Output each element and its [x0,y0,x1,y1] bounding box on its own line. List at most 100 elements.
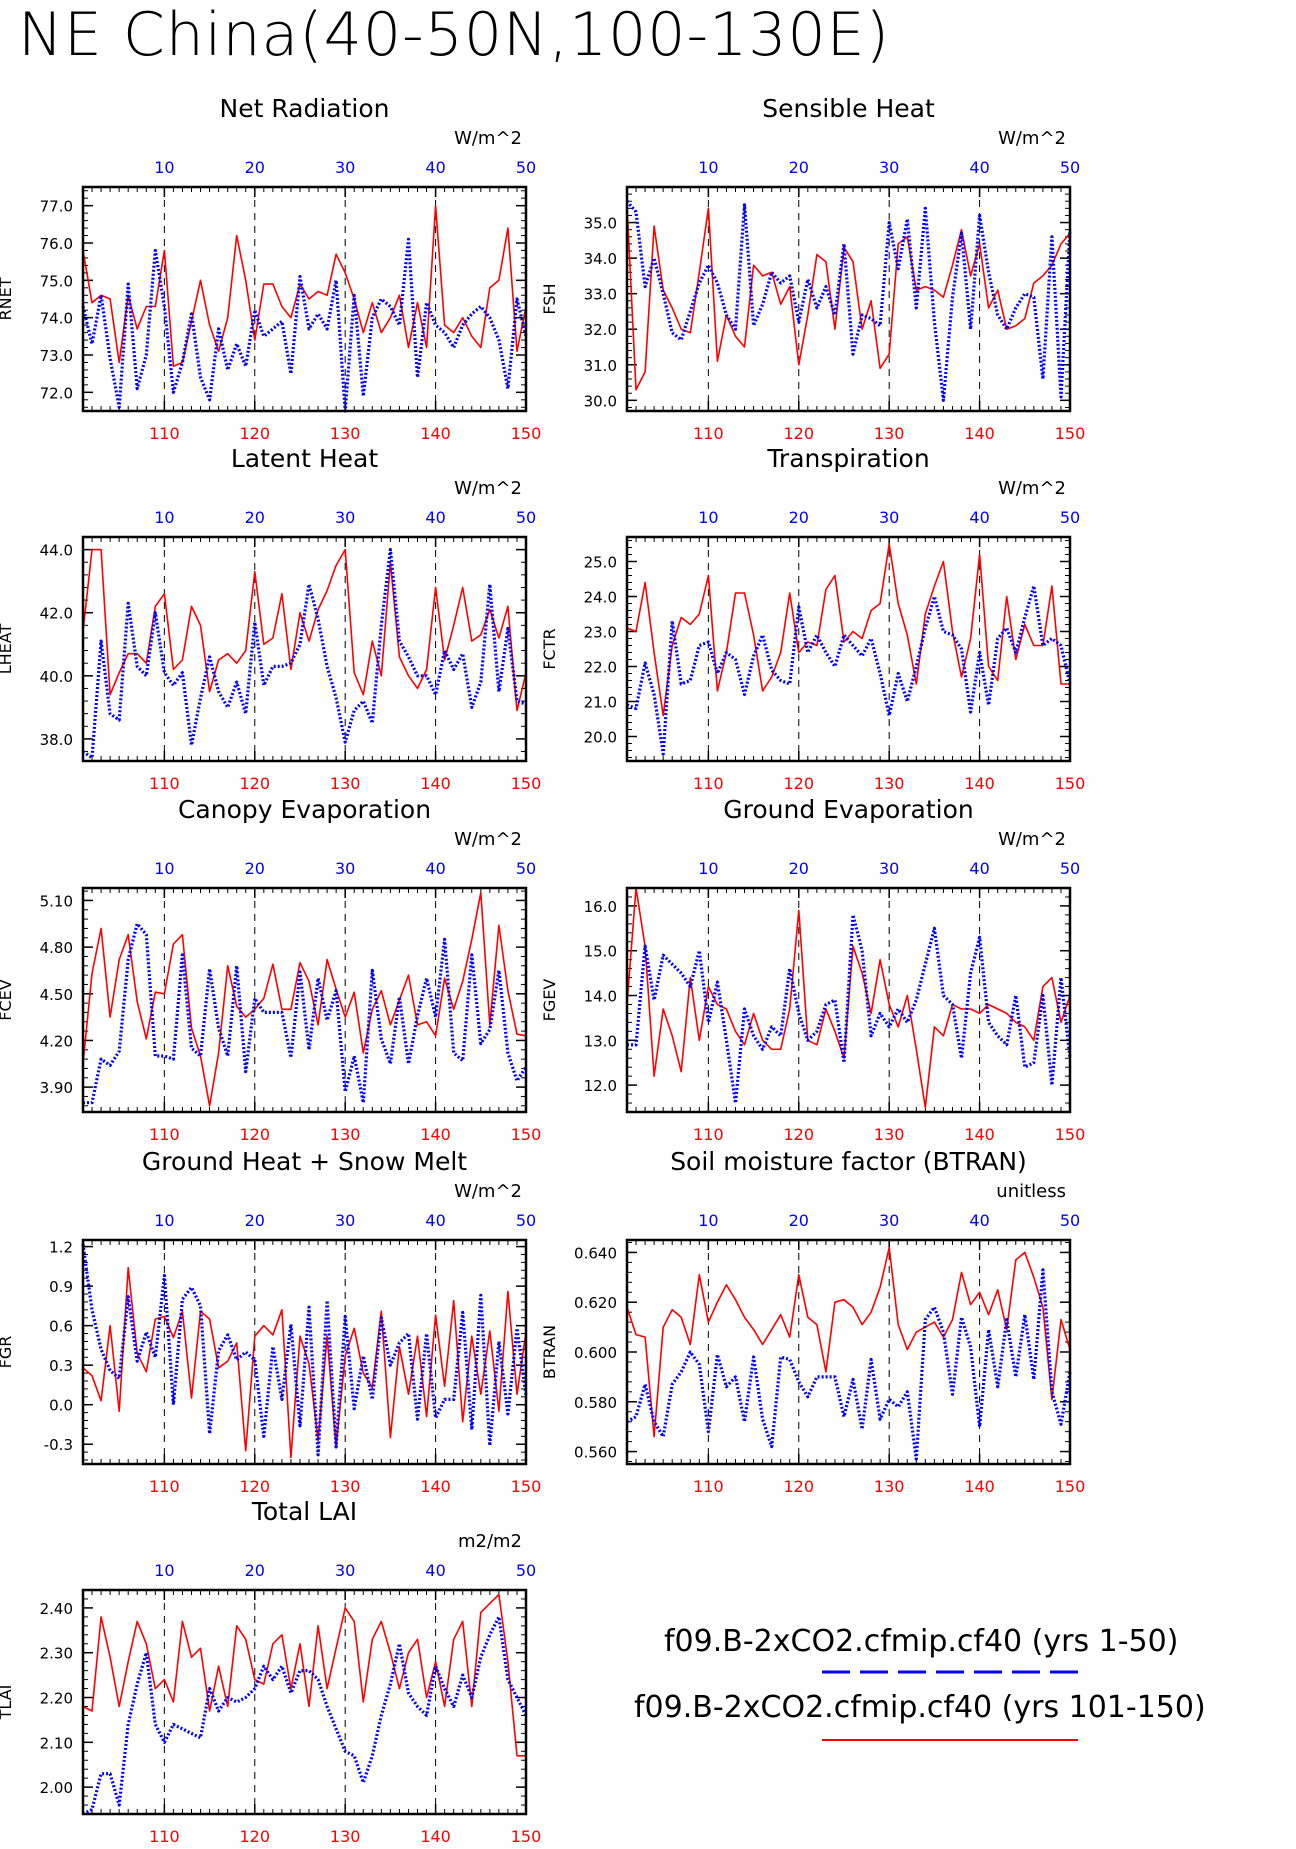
y-tick-label: 2.40 [40,1600,73,1618]
x-bottom-tick-label: 110 [693,1477,724,1496]
plot-frame [625,535,1072,763]
x-top-tick-label: 20 [245,859,265,878]
x-bottom-tick-label: 120 [784,1125,815,1144]
x-top-tick-label: 30 [879,1211,899,1230]
x-bottom-tick-label: 140 [964,424,995,443]
y-tick-label: 5.10 [40,892,73,910]
x-top-tick-label: 40 [425,1561,445,1580]
y-tick-label: 2.10 [40,1734,73,1752]
chart-panel-tlai: Total LAI m2/m2 TLAI 2.00 2.10 2.20 2.30 2.40 11… [0,1497,541,1846]
x-bottom-tick-label: 150 [511,774,542,793]
chart-title: Net Radiation [220,94,390,123]
y-tick-label: 76.0 [40,235,73,253]
y-tick-label: 13.0 [584,1032,617,1050]
x-bottom-tick-label: 150 [511,1125,542,1144]
y-tick-label: 0.6 [49,1318,73,1336]
y-tick-label: 40.0 [40,668,73,686]
x-top-tick-label: 10 [154,859,174,878]
x-bottom-tick-label: 150 [511,1827,542,1846]
x-top-tick-label: 30 [335,508,355,527]
x-bottom-tick-label: 130 [330,1827,361,1846]
chart-title: Canopy Evaporation [178,795,431,824]
x-top-tick-label: 40 [969,1211,989,1230]
y-tick-label: 16.0 [584,898,617,916]
legend-blue-label: f09.B-2xCO2.cfmip.cf40 (yrs 1-50) [664,1624,1179,1659]
x-top-tick-label: 40 [425,859,445,878]
y-axis-label: FSH [540,283,559,314]
x-bottom-tick-label: 150 [1055,1477,1086,1496]
series-line-yrs-101-150 [626,887,1071,1109]
chart-units: W/m^2 [998,478,1066,499]
x-bottom-tick-label: 150 [1055,424,1086,443]
y-tick-label: 0.0 [49,1397,73,1415]
series-line-yrs-101-150 [626,204,1071,391]
series-line-yrs-101-150 [82,891,527,1107]
x-bottom-tick-label: 110 [149,1477,180,1496]
x-top-tick-label: 30 [879,508,899,527]
y-tick-label: 75.0 [40,272,73,290]
y-tick-label: 44.0 [40,542,73,560]
y-axis-label: FCEV [0,979,15,1020]
x-bottom-tick-label: 120 [240,1827,271,1846]
legend-red-label: f09.B-2xCO2.cfmip.cf40 (yrs 101-150) [634,1690,1206,1725]
y-tick-label: 24.0 [584,589,617,607]
y-tick-label: 3.90 [40,1079,73,1097]
chart-units: m2/m2 [458,1531,522,1552]
x-top-tick-label: 10 [698,1211,718,1230]
series-line-yrs-101-150 [82,1593,526,1757]
y-tick-label: 22.0 [584,659,617,677]
y-tick-label: 4.80 [40,939,73,957]
y-tick-label: 4.20 [40,1032,73,1050]
chart-title: Latent Heat [231,444,379,473]
y-tick-label: 14.0 [584,988,617,1006]
x-bottom-tick-label: 150 [1055,774,1086,793]
x-top-tick-label: 50 [516,508,536,527]
y-tick-label: 4.50 [40,986,73,1004]
x-top-tick-label: 20 [789,158,809,177]
x-bottom-tick-label: 140 [964,1477,995,1496]
y-axis-label: LHEAT [0,624,15,675]
series-line-yrs-1-50 [625,200,1072,402]
plot-frame [625,1238,1072,1466]
x-bottom-tick-label: 130 [330,774,361,793]
x-top-tick-label: 50 [516,158,536,177]
x-bottom-tick-label: 110 [693,774,724,793]
x-bottom-tick-label: 130 [874,424,905,443]
x-bottom-tick-label: 140 [420,1827,451,1846]
y-tick-label: 35.0 [584,215,617,233]
y-tick-label: -0.3 [44,1436,73,1454]
y-tick-label: 2.20 [40,1690,73,1708]
y-tick-label: 33.0 [584,286,617,304]
plot-frame [81,535,528,763]
chart-units: W/m^2 [454,829,522,850]
y-axis-label: TLAI [0,1685,15,1721]
y-axis-label: FGR [0,1336,15,1369]
x-bottom-tick-label: 120 [240,1125,271,1144]
y-tick-label: 1.2 [49,1239,73,1257]
x-bottom-tick-label: 130 [874,1477,905,1496]
x-top-tick-label: 40 [425,158,445,177]
x-bottom-tick-label: 110 [149,1827,180,1846]
x-top-tick-label: 30 [335,158,355,177]
chart-title: Sensible Heat [762,94,935,123]
y-tick-label: 0.560 [574,1444,617,1462]
x-bottom-tick-label: 140 [964,1125,995,1144]
x-bottom-tick-label: 140 [420,424,451,443]
plot-frame [81,1238,528,1466]
x-top-tick-label: 20 [789,1211,809,1230]
x-top-tick-label: 10 [698,859,718,878]
x-top-tick-label: 10 [698,158,718,177]
x-top-tick-label: 20 [789,859,809,878]
x-bottom-tick-label: 140 [420,1477,451,1496]
x-top-tick-label: 50 [516,859,536,878]
chart-title: Ground Heat + Snow Melt [142,1147,467,1176]
series-line-yrs-1-50 [83,922,528,1105]
x-bottom-tick-label: 110 [693,424,724,443]
x-bottom-tick-label: 130 [874,1125,905,1144]
series-line-yrs-1-50 [82,547,527,760]
x-bottom-tick-label: 120 [784,424,815,443]
y-tick-label: 2.00 [40,1779,73,1797]
chart-units: W/m^2 [454,478,522,499]
x-bottom-tick-label: 140 [420,1125,451,1144]
